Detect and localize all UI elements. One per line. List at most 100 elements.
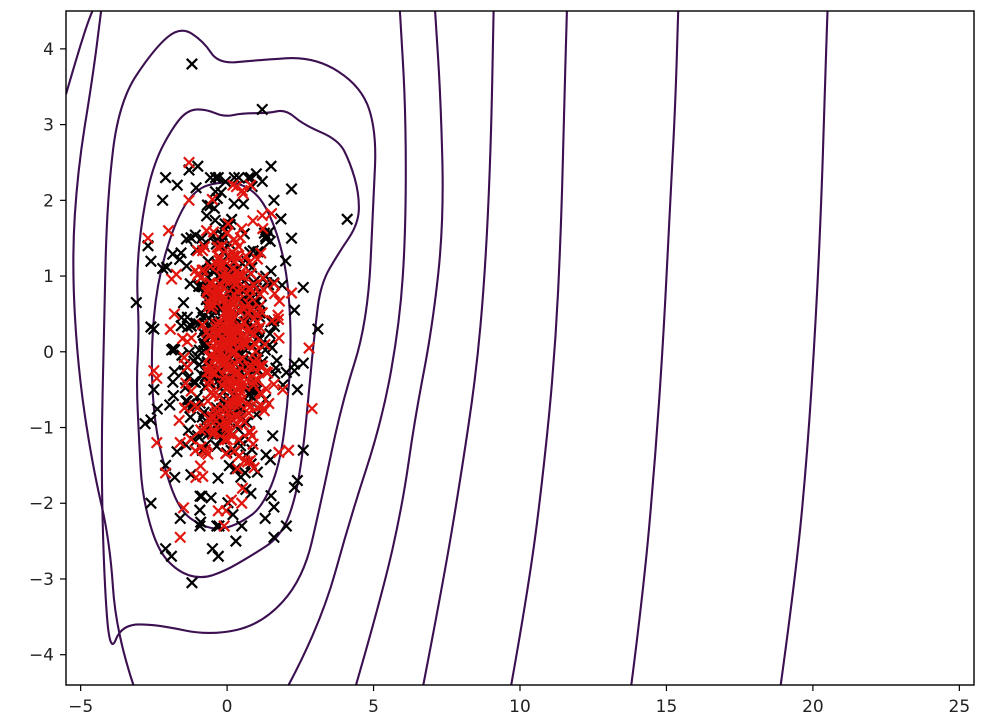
red-x-marker <box>179 377 192 390</box>
black-x-marker <box>266 429 279 442</box>
red-x-marker <box>232 333 245 346</box>
red-x-marker <box>170 268 183 281</box>
black-x-marker <box>223 459 236 472</box>
red-x-marker <box>218 433 231 446</box>
red-x-marker <box>217 293 230 306</box>
red-x-marker <box>257 272 270 284</box>
black-x-marker <box>193 504 206 517</box>
black-x-marker <box>297 281 310 294</box>
red-x-marker <box>203 365 216 378</box>
contour-line <box>779 11 829 685</box>
red-x-marker <box>235 222 248 235</box>
red-x-marker <box>229 409 242 422</box>
red-x-marker <box>267 378 280 391</box>
red-x-marker <box>244 284 257 297</box>
red-x-marker <box>203 360 216 373</box>
black-x-marker <box>163 398 176 411</box>
red-x-marker <box>227 346 240 359</box>
red-x-marker <box>201 395 214 408</box>
red-x-marker <box>159 466 172 479</box>
x-tick-label: 20 <box>802 697 824 717</box>
red-x-marker <box>267 277 280 290</box>
red-x-marker <box>212 254 225 267</box>
red-x-marker <box>232 275 245 288</box>
red-x-marker <box>225 359 238 372</box>
black-x-marker <box>193 519 206 532</box>
black-x-marker <box>179 381 192 394</box>
black-x-marker <box>195 232 208 245</box>
red-x-marker <box>218 519 231 532</box>
contour-line <box>287 11 407 685</box>
black-x-marker <box>144 497 157 510</box>
red-x-marker <box>228 289 241 302</box>
red-x-marker <box>150 436 163 449</box>
red-x-marker <box>246 303 259 316</box>
red-x-marker <box>210 317 223 330</box>
black-x-marker <box>156 262 169 275</box>
red-x-marker <box>214 270 227 283</box>
red-x-marker <box>225 252 238 265</box>
x-tick-label: 25 <box>949 697 971 717</box>
red-x-marker <box>232 433 245 446</box>
black-x-marker <box>288 304 301 317</box>
black-x-marker <box>147 383 160 396</box>
red-x-marker <box>268 287 281 300</box>
red-x-marker <box>202 378 215 391</box>
black-x-marker <box>130 296 143 309</box>
red-x-marker <box>196 318 209 331</box>
y-tick-label: −2 <box>29 494 54 514</box>
black-x-marker <box>288 364 301 377</box>
black-x-marker <box>288 481 301 494</box>
red-x-marker <box>223 309 236 322</box>
red-x-marker <box>262 397 275 410</box>
black-x-marker <box>212 472 225 485</box>
black-x-marker <box>274 212 287 225</box>
red-x-marker <box>242 360 255 373</box>
contour-line <box>72 11 135 685</box>
red-x-marker <box>207 423 220 436</box>
scatter-cloud-layer <box>144 171 301 532</box>
x-tick-label: 15 <box>656 697 678 717</box>
red-x-marker <box>243 281 256 294</box>
red-x-marker <box>220 504 233 517</box>
red-x-marker <box>248 461 261 474</box>
red-x-marker <box>196 470 209 483</box>
black-x-marker <box>159 542 172 555</box>
red-x-marker <box>220 383 233 396</box>
black-x-marker <box>209 185 222 198</box>
red-x-marker <box>216 239 229 252</box>
black-x-marker <box>156 194 169 207</box>
red-x-marker <box>256 306 269 319</box>
black-x-marker <box>212 550 225 563</box>
black-x-marker <box>185 320 198 333</box>
black-x-marker <box>267 194 280 207</box>
red-x-marker <box>221 302 234 315</box>
red-x-marker <box>227 398 240 411</box>
red-x-marker <box>238 380 251 393</box>
red-x-marker <box>185 385 198 398</box>
red-x-marker <box>226 262 239 275</box>
black-x-marker <box>267 501 280 514</box>
black-x-marker <box>242 172 255 184</box>
red-x-marker <box>162 224 175 237</box>
red-x-marker <box>255 399 268 412</box>
red-x-marker <box>303 342 316 354</box>
contour-line <box>510 11 568 685</box>
black-x-marker <box>181 311 194 324</box>
black-x-marker <box>193 344 206 357</box>
black-x-marker <box>285 182 298 195</box>
black-x-marker <box>268 320 281 333</box>
red-x-marker <box>194 460 207 473</box>
red-x-marker <box>201 283 214 296</box>
black-x-marker <box>280 519 293 532</box>
red-x-marker <box>231 410 244 423</box>
scatter-marker-layer <box>130 58 354 589</box>
red-x-marker <box>247 375 260 388</box>
black-x-marker <box>235 519 248 532</box>
contour-line <box>100 29 377 645</box>
red-x-marker <box>251 365 264 378</box>
black-x-marker <box>182 424 195 437</box>
black-x-marker <box>181 321 194 334</box>
black-x-marker <box>139 417 152 430</box>
